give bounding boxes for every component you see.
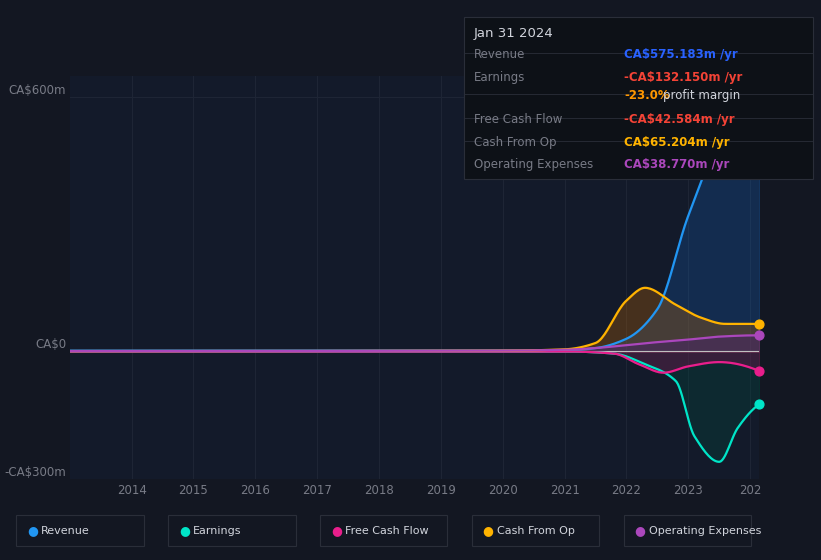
- Point: [753, 319, 766, 328]
- Text: -CA$42.584m /yr: -CA$42.584m /yr: [624, 113, 735, 127]
- Text: Earnings: Earnings: [193, 526, 241, 535]
- Text: Cash From Op: Cash From Op: [474, 136, 556, 149]
- Text: Operating Expenses: Operating Expenses: [649, 526, 761, 535]
- Point: [753, 331, 766, 340]
- Text: ●: ●: [331, 524, 342, 537]
- Text: Revenue: Revenue: [474, 48, 525, 62]
- Text: -CA$300m: -CA$300m: [5, 466, 67, 479]
- Point: [753, 367, 766, 376]
- Text: Earnings: Earnings: [474, 71, 525, 84]
- Text: CA$38.770m /yr: CA$38.770m /yr: [624, 158, 729, 171]
- Text: Jan 31 2024: Jan 31 2024: [474, 27, 553, 40]
- Text: Free Cash Flow: Free Cash Flow: [345, 526, 429, 535]
- Text: profit margin: profit margin: [663, 89, 741, 102]
- Text: ●: ●: [179, 524, 190, 537]
- Point: [753, 400, 766, 409]
- Text: Free Cash Flow: Free Cash Flow: [474, 113, 562, 127]
- Text: CA$65.204m /yr: CA$65.204m /yr: [624, 136, 730, 149]
- Point: [753, 102, 766, 111]
- Text: -23.0%: -23.0%: [624, 89, 670, 102]
- Text: Cash From Op: Cash From Op: [497, 526, 575, 535]
- Text: CA$0: CA$0: [35, 338, 67, 352]
- Text: Revenue: Revenue: [41, 526, 89, 535]
- Text: CA$575.183m /yr: CA$575.183m /yr: [624, 48, 738, 62]
- Text: -CA$132.150m /yr: -CA$132.150m /yr: [624, 71, 742, 84]
- Text: CA$600m: CA$600m: [9, 84, 67, 97]
- Text: ●: ●: [27, 524, 38, 537]
- Text: Operating Expenses: Operating Expenses: [474, 158, 593, 171]
- Text: ●: ●: [635, 524, 645, 537]
- Text: ●: ●: [483, 524, 493, 537]
